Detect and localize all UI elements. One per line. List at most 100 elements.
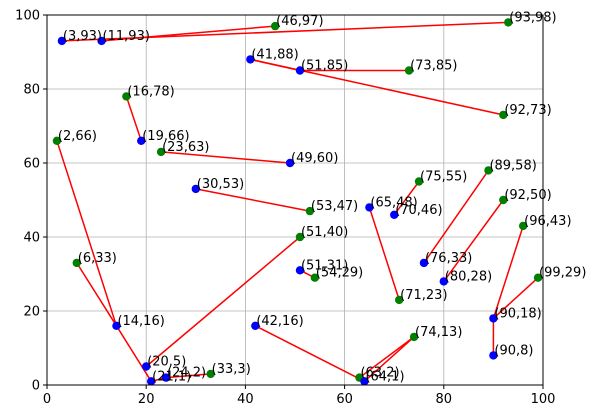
point-label: (99,29) [539,266,586,281]
point-label: (2,66) [58,129,97,144]
point-label: (89,58) [489,158,536,173]
data-point [404,66,414,75]
data-point [489,351,498,360]
segment-line [115,325,152,382]
point-label: (19,66) [142,129,189,144]
data-point [419,258,429,268]
data-point [365,203,374,212]
segment-line [195,188,311,212]
x-tick-label: 80 [436,392,453,407]
point-label: (74,13) [415,325,462,340]
data-point [251,321,260,330]
data-point [285,158,295,168]
point-label: (21,1) [152,369,191,384]
data-point [409,332,419,342]
x-tick-label: 20 [138,392,155,407]
point-label: (92,50) [504,188,551,203]
data-point [52,136,62,145]
data-point [97,36,106,46]
point-label: (71,23) [400,288,447,303]
point-label: (30,53) [197,177,244,192]
x-tick-label: 40 [237,392,254,407]
point-label: (63,2) [360,366,399,381]
data-point [295,66,305,75]
data-point [305,206,315,216]
point-label: (46,97) [276,14,323,29]
data-point [394,295,404,305]
segment-line [443,199,504,282]
point-label: (64,1) [365,369,404,384]
point-label: (92,73) [504,103,551,118]
y-tick-label: 80 [23,83,40,98]
grid-lines [46,14,544,386]
y-tick-label: 20 [23,305,40,320]
data-point [518,221,528,231]
data-point [137,136,146,145]
data-point [191,184,200,194]
point-label: (96,43) [524,214,571,229]
segment-line [125,96,142,142]
data-point [504,18,513,27]
point-label: (90,8) [494,343,533,358]
point-label: (80,28) [445,269,492,284]
point-label: (54,29) [316,266,363,281]
point-label: (24,2) [167,366,206,381]
y-tick-label: 60 [23,157,40,172]
data-point [489,314,498,323]
point-label: (23,63) [162,140,209,155]
line-segments [56,21,539,383]
x-tick-label: 100 [531,392,556,407]
data-point [310,273,320,282]
point-label: (90,18) [494,306,541,321]
segment-line [254,325,365,382]
point-label: (49,60) [291,151,338,166]
data-point [390,210,399,219]
segment-line [101,25,276,42]
axis-ticks: 0 20 40 60 80 100 0 20 40 60 80 100 [15,9,555,408]
data-point [206,369,215,379]
x-tick-label: 0 [43,392,51,407]
y-tick-label: 100 [15,9,40,24]
point-label: (14,16) [117,314,164,329]
y-tick-label: 40 [23,231,40,246]
data-point [360,377,369,386]
y-tick-label: 0 [32,379,40,394]
data-point [533,273,543,282]
data-point [499,195,508,205]
data-point [156,147,166,157]
segment-line [423,169,490,264]
segment-line [56,140,118,327]
data-point [146,377,156,386]
point-label: (11,93) [103,29,150,44]
segment-line [492,277,539,319]
segment-line [76,262,118,327]
data-point [499,110,508,120]
data-point [142,362,151,371]
point-label: (93,98) [509,10,556,25]
data-point [295,232,305,242]
data-point [246,55,255,64]
x-tick-label: 60 [336,392,353,407]
segment-line [161,151,291,164]
segment-line [145,236,301,368]
point-label: (51,31) [301,258,348,273]
data-point [439,277,448,286]
point-label: (70,46) [395,203,442,218]
point-labels: (3,93) (11,93) (46,97) (93,98) (41,88)(51,85… [58,10,586,384]
point-label: (16,78) [127,84,174,99]
data-point [414,177,424,186]
segment-line [250,58,504,116]
data-points [52,18,543,386]
point-label: (51,85) [301,59,348,74]
point-label: (76,33) [425,251,472,266]
segment-line [393,181,420,216]
point-label: (73,85) [410,59,457,74]
segment-line [368,207,400,301]
data-point [484,166,493,175]
point-label: (51,40) [301,225,348,240]
segment-line [165,373,211,379]
point-label: (41,88) [251,47,298,62]
point-label: (3,93) [63,29,102,44]
data-point [161,373,171,382]
